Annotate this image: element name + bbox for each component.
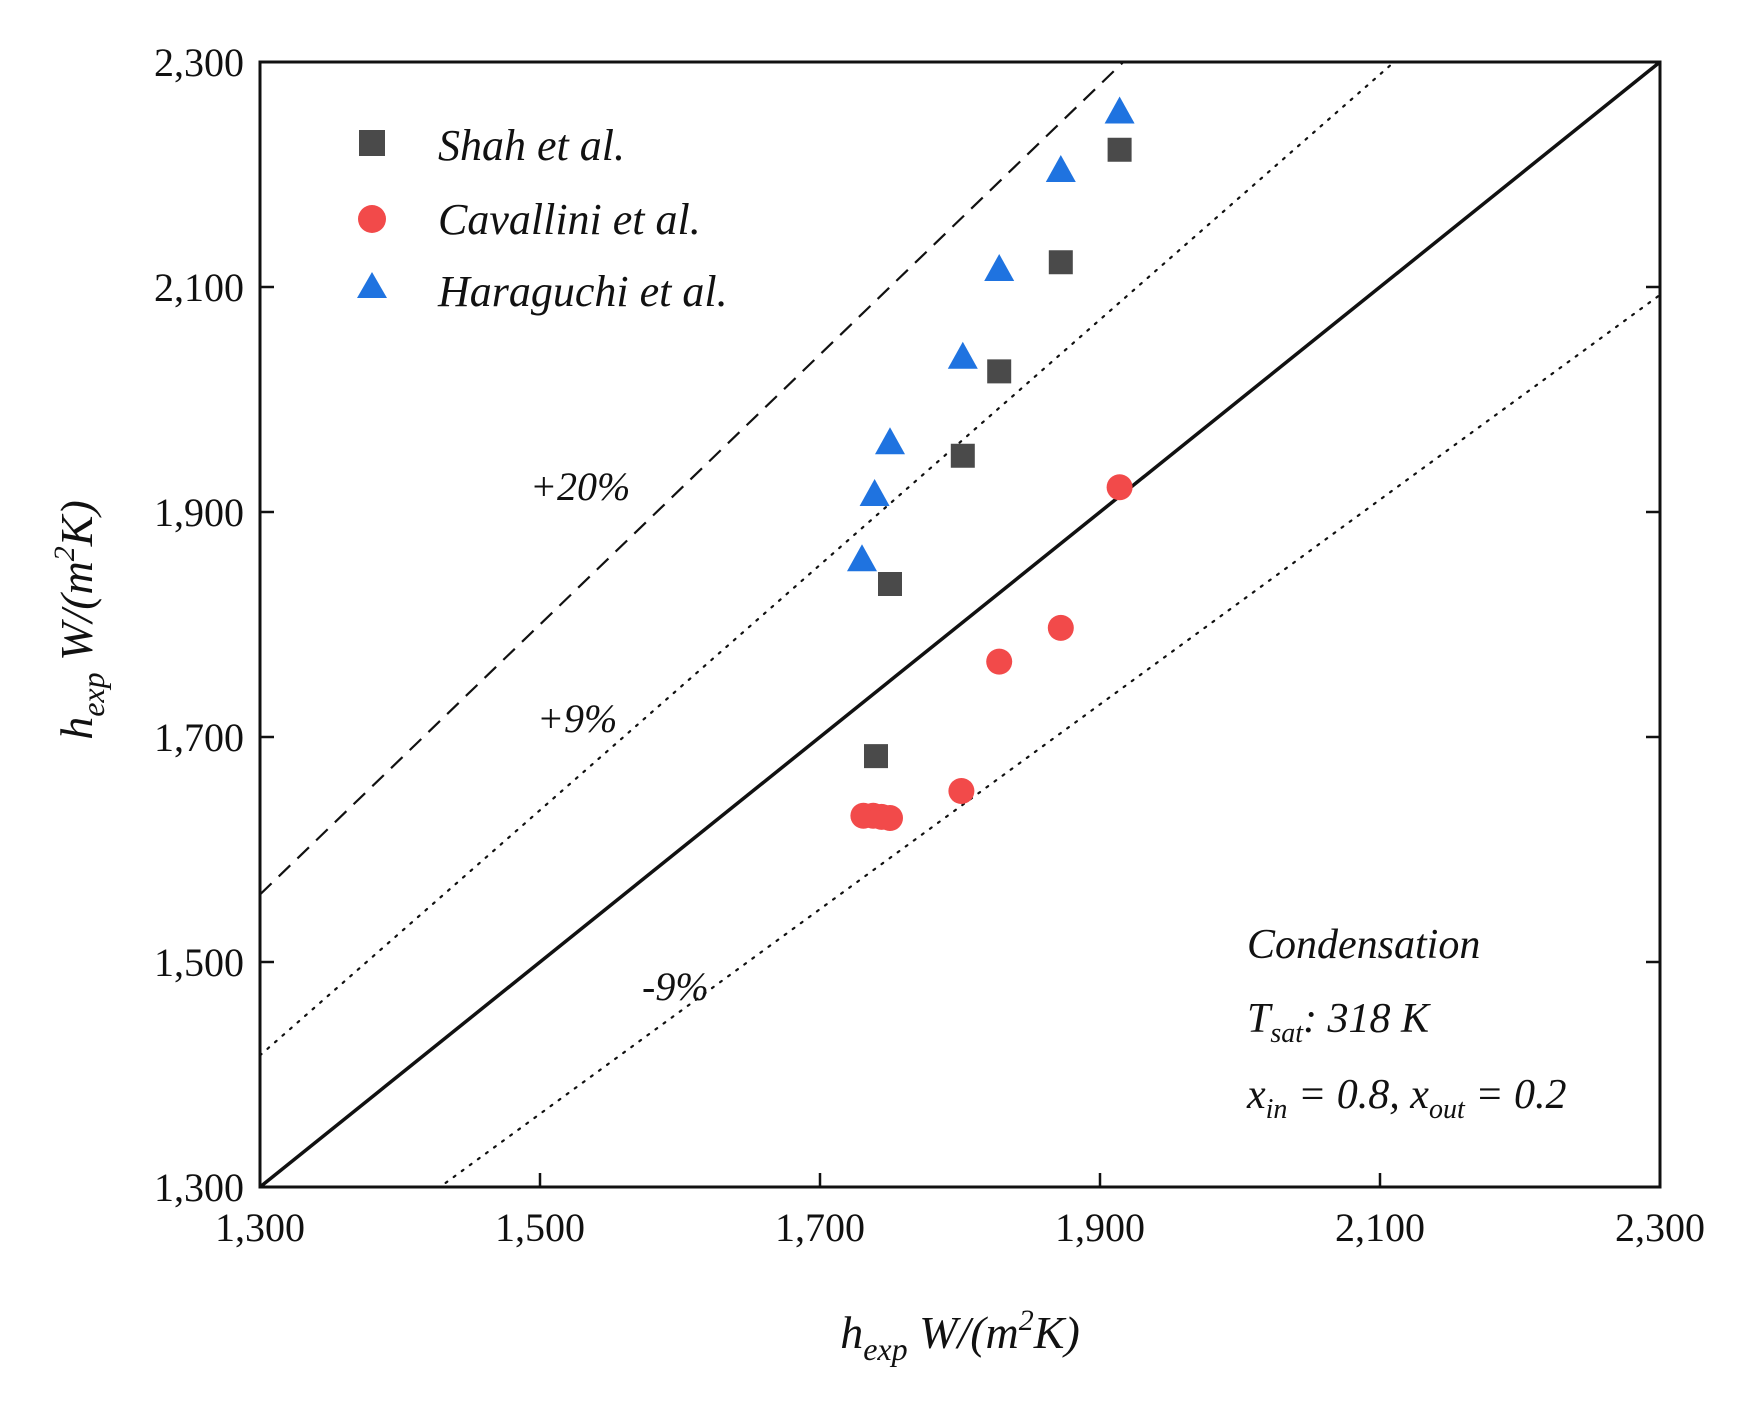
legend: Shah et al. Cavallini et al. Haraguchi e…: [357, 121, 728, 316]
y-tick-label: 2,300: [154, 40, 244, 85]
plot-frame: [258, 60, 1662, 1189]
y-tick-label: 1,500: [154, 940, 244, 985]
point-haraguchi: [875, 427, 905, 455]
point-cavallini: [1106, 474, 1133, 501]
point-haraguchi: [984, 254, 1015, 281]
condition-annotation: Condensation Tsat: 318 K xin = 0.8, xout…: [1246, 922, 1567, 1125]
y-axis: 1,300 1,500 1,700 1,900 2,100 2,300: [154, 40, 1660, 1210]
y-axis-title: hexp W/(m2K): [48, 500, 111, 740]
x-tick-label: 1,300: [215, 1205, 305, 1250]
point-cavallini: [877, 805, 903, 831]
legend-label-haraguchi: Haraguchi et al.: [437, 267, 728, 316]
reference-line-plus9pct: [260, 62, 1396, 1057]
x-tick-label: 1,700: [775, 1205, 865, 1250]
ref-label-minus9: -9%: [642, 964, 709, 1009]
y-tick-label: 1,700: [154, 715, 244, 760]
data-markers: [847, 96, 1135, 831]
legend-marker-haraguchi: [357, 272, 387, 298]
point-shah: [878, 572, 902, 596]
ref-label-plus20: +20%: [530, 464, 630, 509]
legend-label-shah: Shah et al.: [438, 121, 625, 170]
point-shah: [864, 744, 888, 769]
x-tick-label: 1,900: [1055, 1205, 1145, 1250]
point-haraguchi: [947, 341, 978, 369]
x-tick-label: 1,500: [495, 1205, 585, 1250]
point-shah: [1048, 250, 1073, 275]
y-tick-label: 1,300: [154, 1165, 244, 1210]
reference-line-one-to-one: [260, 62, 1660, 1187]
point-cavallini: [948, 778, 975, 804]
point-haraguchi: [859, 479, 890, 506]
point-haraguchi: [1045, 155, 1076, 182]
x-tick-label: 2,300: [1615, 1205, 1705, 1250]
legend-marker-cavallini: [358, 205, 386, 233]
x-tick-label: 2,100: [1335, 1205, 1425, 1250]
ref-label-plus9: +9%: [537, 696, 617, 741]
legend-marker-shah: [359, 130, 385, 156]
point-haraguchi: [847, 544, 877, 572]
reference-line-minus9pct: [438, 293, 1660, 1187]
point-shah: [987, 359, 1012, 384]
tsat-annotation: Tsat: 318 K: [1247, 996, 1431, 1049]
y-tick-label: 1,900: [154, 490, 244, 535]
point-shah: [950, 443, 975, 468]
point-cavallini: [986, 648, 1013, 675]
condition-title: Condensation: [1247, 922, 1480, 968]
x-axis: 1,300 1,500 1,700 1,900 2,100 2,300: [215, 1173, 1705, 1250]
quality-annotation: xin = 0.8, xout = 0.2: [1246, 1072, 1567, 1125]
x-axis-title: hexp W/(m2K): [840, 1304, 1080, 1367]
legend-label-cavallini: Cavallini et al.: [438, 195, 701, 244]
point-shah: [1107, 137, 1132, 162]
y-tick-label: 2,100: [154, 265, 244, 310]
point-haraguchi: [1104, 96, 1135, 124]
point-cavallini: [1047, 614, 1074, 641]
reference-lines: [260, 62, 1660, 1187]
reference-line-plus20pct: [260, 62, 1125, 896]
